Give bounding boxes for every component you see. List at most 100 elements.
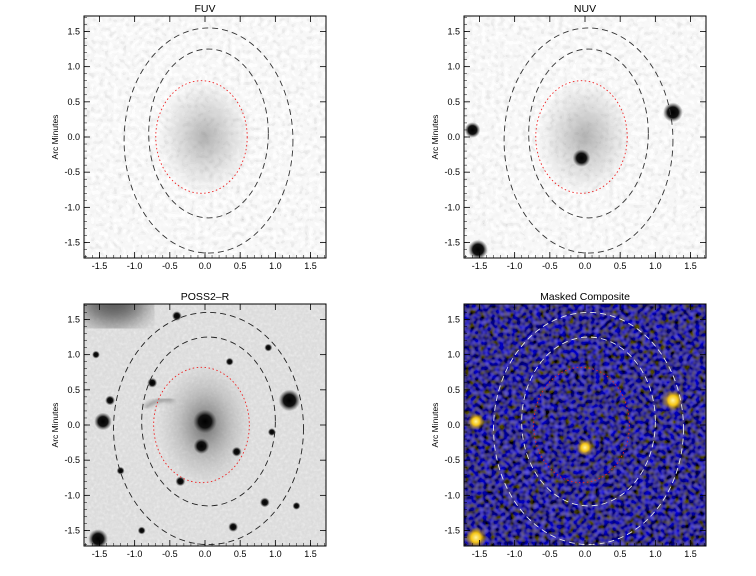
y-tick-label: 1.5 bbox=[67, 26, 80, 36]
y-tick-label: 0.5 bbox=[67, 97, 80, 107]
x-tick-label: 0.5 bbox=[234, 261, 247, 271]
x-tick-label: -1.5 bbox=[472, 261, 488, 271]
y-axis-label: Arc Minutes bbox=[50, 403, 60, 448]
y-tick-label: 0.0 bbox=[67, 132, 80, 142]
x-tick-label: 1.5 bbox=[684, 549, 697, 559]
x-tick-label: 1.0 bbox=[649, 549, 662, 559]
nuv-image bbox=[464, 16, 706, 258]
source-1 bbox=[464, 122, 481, 138]
fuv-image bbox=[84, 16, 326, 258]
x-tick-label: -1.5 bbox=[92, 549, 108, 559]
x-tick-label: -1.0 bbox=[507, 549, 523, 559]
y-tick-label: -1.5 bbox=[444, 526, 460, 536]
composite-image bbox=[464, 304, 706, 546]
source-1 bbox=[467, 413, 485, 430]
outer-aperture-ellipse bbox=[123, 27, 294, 254]
source-4 bbox=[94, 412, 112, 431]
x-tick-label: 0.5 bbox=[234, 549, 247, 559]
x-tick-label: 1.0 bbox=[269, 261, 282, 271]
source-6 bbox=[105, 395, 115, 406]
y-tick-label: 1.0 bbox=[447, 350, 460, 360]
source-2 bbox=[231, 446, 242, 457]
y-tick-label: 1.0 bbox=[67, 350, 80, 360]
source-17 bbox=[137, 526, 146, 535]
inner-aperture-ellipse bbox=[153, 366, 250, 484]
source-7 bbox=[147, 377, 158, 388]
panel-poss: -1.5 1.5 -1.0 1.0 -0.5 0.5 0.0 0.0 0.5 -0.5 1.0 -1.… bbox=[50, 291, 327, 559]
x-tick-label: -1.0 bbox=[127, 549, 143, 559]
x-tick-label: 0.0 bbox=[579, 261, 592, 271]
x-tick-label: 0.0 bbox=[579, 549, 592, 559]
source-9 bbox=[264, 343, 273, 352]
source-3 bbox=[278, 389, 301, 412]
inner-aperture-ellipse bbox=[533, 366, 630, 484]
x-tick-label: -0.5 bbox=[542, 549, 558, 559]
x-tick-label: 0.5 bbox=[614, 261, 627, 271]
source-12 bbox=[259, 497, 270, 508]
y-tick-label: -0.5 bbox=[444, 455, 460, 465]
source-8 bbox=[225, 357, 234, 366]
x-tick-label: 1.5 bbox=[304, 261, 317, 271]
x-tick-label: 1.0 bbox=[649, 261, 662, 271]
panel-nuv: -1.5 1.5 -1.0 1.0 -0.5 0.5 0.0 0.0 0.5 -0.5 1.0 -1.… bbox=[430, 3, 707, 271]
y-tick-label: 1.5 bbox=[67, 314, 80, 324]
middle-aperture-ellipse bbox=[528, 48, 649, 219]
source-0 bbox=[662, 389, 684, 411]
x-tick-label: -0.5 bbox=[162, 261, 178, 271]
x-tick-label: 0.5 bbox=[614, 549, 627, 559]
y-tick-label: 0.0 bbox=[447, 420, 460, 430]
x-tick-label: 1.5 bbox=[684, 261, 697, 271]
source-3 bbox=[572, 149, 591, 167]
y-tick-label: -0.5 bbox=[444, 167, 460, 177]
y-tick-label: 0.5 bbox=[447, 97, 460, 107]
y-tick-label: 1.0 bbox=[67, 62, 80, 72]
panel-title: Masked Composite bbox=[540, 291, 630, 303]
x-tick-label: -1.0 bbox=[507, 261, 523, 271]
source-16 bbox=[228, 522, 239, 532]
inner-aperture-ellipse bbox=[535, 80, 628, 194]
x-tick-label: 1.5 bbox=[304, 549, 317, 559]
source-13 bbox=[292, 501, 301, 510]
panel-title: FUV bbox=[195, 3, 216, 15]
x-tick-label: -0.5 bbox=[162, 549, 178, 559]
middle-aperture-ellipse bbox=[141, 336, 276, 507]
x-tick-label: -1.5 bbox=[92, 261, 108, 271]
panel-fuv: -1.5 1.5 -1.0 1.0 -0.5 0.5 0.0 0.0 0.5 -0.5 1.0 -1.… bbox=[50, 3, 327, 271]
source-14 bbox=[116, 466, 125, 475]
inner-aperture-ellipse bbox=[155, 80, 248, 194]
source-2 bbox=[465, 527, 487, 546]
y-tick-label: -1.5 bbox=[64, 238, 80, 248]
source-15 bbox=[171, 311, 182, 321]
y-axis-label: Arc Minutes bbox=[430, 115, 440, 160]
panel-composite: -1.5 1.5 -1.0 1.0 -0.5 0.5 0.0 0.0 0.5 -0.5 1.0 -1.… bbox=[430, 291, 707, 559]
y-tick-label: -1.0 bbox=[444, 202, 460, 212]
x-tick-label: 1.0 bbox=[269, 549, 282, 559]
y-tick-label: 0.0 bbox=[67, 420, 80, 430]
outer-aperture-ellipse bbox=[503, 27, 674, 254]
y-tick-label: 0.0 bbox=[447, 132, 460, 142]
source-2 bbox=[468, 239, 488, 258]
source-0 bbox=[193, 409, 217, 434]
y-tick-label: 1.0 bbox=[447, 62, 460, 72]
y-tick-label: 1.5 bbox=[447, 26, 460, 36]
middle-aperture-ellipse bbox=[148, 48, 269, 219]
y-tick-label: -0.5 bbox=[64, 167, 80, 177]
y-tick-label: 0.5 bbox=[447, 385, 460, 395]
x-tick-label: -0.5 bbox=[542, 261, 558, 271]
y-axis-label: Arc Minutes bbox=[50, 115, 60, 160]
poss-image bbox=[84, 304, 326, 546]
y-tick-label: -1.0 bbox=[64, 490, 80, 500]
y-tick-label: 1.5 bbox=[447, 314, 460, 324]
panel-title: POSS2–R bbox=[181, 291, 230, 303]
source-1 bbox=[193, 438, 210, 454]
y-tick-label: -1.5 bbox=[64, 526, 80, 536]
y-axis-label: Arc Minutes bbox=[430, 403, 440, 448]
source-0 bbox=[663, 102, 683, 123]
x-tick-label: -1.5 bbox=[472, 549, 488, 559]
source-3 bbox=[576, 439, 594, 456]
source-10 bbox=[92, 350, 100, 359]
source-5 bbox=[88, 529, 108, 546]
y-tick-label: 0.5 bbox=[67, 385, 80, 395]
y-tick-label: -1.0 bbox=[64, 202, 80, 212]
